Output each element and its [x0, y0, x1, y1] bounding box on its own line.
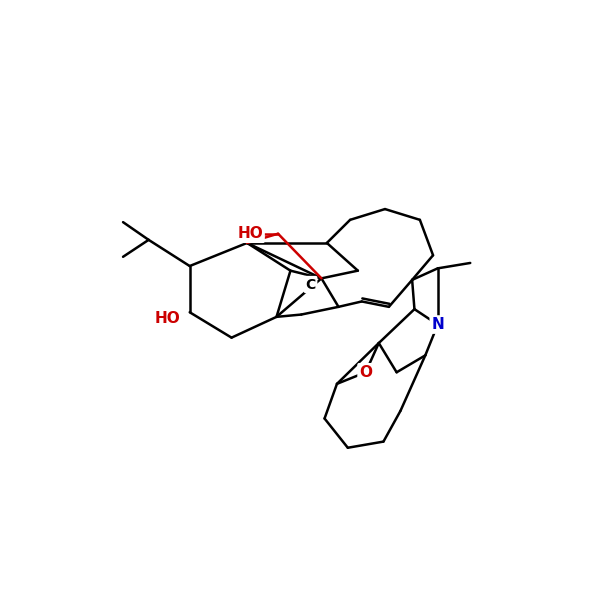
Text: C: C — [305, 278, 316, 292]
Text: N: N — [431, 317, 444, 332]
Text: HO: HO — [155, 311, 181, 326]
Text: HO: HO — [237, 226, 263, 241]
Text: O: O — [359, 365, 372, 380]
